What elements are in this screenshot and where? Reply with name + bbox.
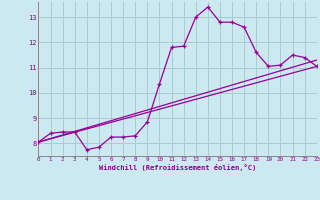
X-axis label: Windchill (Refroidissement éolien,°C): Windchill (Refroidissement éolien,°C) bbox=[99, 164, 256, 171]
